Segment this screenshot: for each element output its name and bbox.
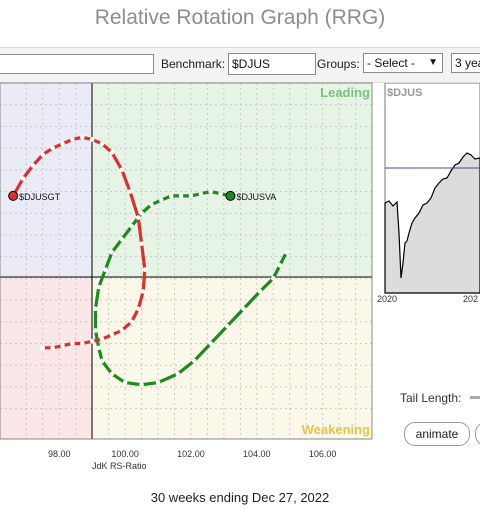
tail-point [119, 236, 125, 242]
tail-point [50, 345, 55, 351]
tail-point [99, 141, 105, 147]
benchmark-label: Benchmark: [161, 57, 226, 71]
period-select-value: 3 yea [455, 56, 480, 70]
tail-point [191, 358, 197, 364]
groups-select[interactable]: - Select - ▼ [363, 53, 443, 73]
x-tick-label: 98.00 [48, 449, 71, 459]
mini-price-line [384, 152, 480, 294]
leading-label: Leading [320, 85, 370, 100]
x-tick-label: 100.00 [111, 449, 139, 459]
x-axis-title: JdK RS-Ratio [92, 461, 147, 471]
mini-price-chart: $DJUS 2020 202 [377, 83, 480, 303]
tail-point [127, 189, 133, 194]
tail-point [96, 345, 102, 351]
x-tick-label: 104.00 [243, 449, 271, 459]
series-head-marker[interactable] [225, 190, 236, 201]
tail-point [70, 137, 75, 142]
period-select[interactable]: 3 yea [451, 53, 480, 73]
tail-point [50, 145, 55, 151]
tail-point [99, 358, 105, 364]
tail-point [139, 382, 144, 388]
symbols-input[interactable] [0, 54, 154, 74]
tail-point [139, 241, 144, 246]
tail-point [198, 191, 204, 197]
tail-point [208, 189, 213, 194]
tail-point [109, 150, 115, 155]
series-tail [11, 135, 147, 350]
tail-point [241, 306, 246, 312]
tail-point [270, 276, 276, 281]
tail-point [30, 163, 36, 168]
x-axis-ticks: 98.00 100.00 102.00 104.00 106.00 [48, 449, 336, 459]
tail-point [109, 332, 115, 338]
footer-caption: 30 weeks ending Dec 27, 2022 [150, 490, 330, 505]
tail-point [175, 371, 181, 377]
improving-quadrant [0, 83, 92, 277]
tail-length-slider[interactable] [470, 396, 480, 399]
tail-point [70, 341, 75, 346]
tail-point [109, 371, 115, 377]
tail-point [89, 137, 95, 142]
x-tick-label: 106.00 [309, 449, 337, 459]
page-title: Relative Rotation Graph (RRG) [94, 6, 386, 29]
tail-point [159, 197, 164, 203]
tail-point [218, 191, 223, 197]
tail-point [119, 328, 125, 333]
tail-point [257, 289, 263, 294]
tail-point [224, 323, 230, 329]
weakening-label: Weakening [302, 422, 370, 437]
tail-point [103, 267, 108, 272]
tail-point [93, 306, 98, 312]
plot-frame [0, 82, 373, 440]
tail-point [139, 210, 144, 216]
tail-point [277, 263, 283, 268]
tail-point [40, 152, 46, 157]
groups-label: Groups: [317, 57, 360, 71]
tail-point [155, 380, 161, 385]
tail-point [140, 289, 146, 294]
tail-point [135, 306, 141, 312]
mini-chart-title: $DJUS [387, 87, 422, 99]
tail-point [178, 193, 184, 199]
lagging-quadrant [0, 277, 92, 439]
tail-point [109, 250, 115, 255]
animate-button[interactable]: animate [404, 422, 470, 446]
tail-point [122, 380, 128, 385]
benchmark-input[interactable]: $DJUS [228, 53, 316, 75]
leading-quadrant [92, 83, 372, 277]
tail-point [119, 167, 125, 173]
tail-point [284, 250, 289, 255]
tail-point [60, 343, 65, 348]
tail-point [208, 341, 213, 346]
tail-point [168, 193, 174, 199]
groups-select-value: - Select - [367, 56, 416, 70]
weakening-quadrant [92, 277, 372, 439]
tail-point [40, 345, 46, 351]
tail-point [80, 341, 85, 346]
tail-point [60, 141, 65, 147]
mini-x-tick: 2020 [377, 294, 397, 303]
tail-point [149, 202, 154, 207]
tail-point [135, 215, 141, 220]
series-label: $DJUSGT [19, 192, 61, 202]
series-layer: $DJUSVA $DJUSGT [8, 134, 289, 388]
tail-point [80, 134, 85, 140]
series-label: $DJUSVA [236, 192, 276, 202]
tail-point [96, 284, 102, 290]
series-head-marker[interactable] [8, 190, 19, 201]
tail-length-label: Tail Length: [400, 391, 462, 405]
mini-x-tick: 202 [463, 294, 478, 303]
tail-point [20, 176, 26, 181]
x-tick-label: 102.00 [177, 449, 205, 459]
tail-point [129, 319, 134, 325]
tail-point [99, 336, 105, 342]
tail-point [142, 267, 148, 272]
tail-point [129, 223, 134, 229]
tail-point [188, 193, 194, 199]
chevron-down-icon: ▼ [428, 57, 438, 68]
tail-point [93, 328, 98, 333]
tail-point [89, 339, 95, 344]
